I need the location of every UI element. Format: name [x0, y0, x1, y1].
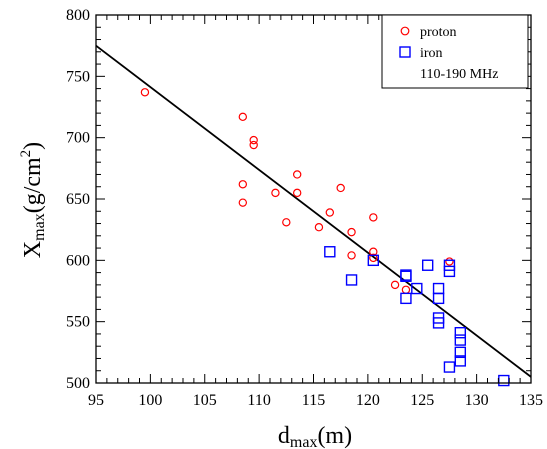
proton-point — [347, 227, 356, 237]
proton-point — [292, 188, 302, 198]
proton-point — [249, 140, 258, 150]
proton-point — [238, 198, 248, 207]
y-label-sup: 2 — [18, 150, 34, 158]
proton-point — [238, 180, 248, 189]
x-tick-label: 130 — [465, 392, 489, 409]
y-tick-label: 800 — [66, 7, 90, 24]
plot-content — [95, 44, 532, 387]
x-tick-label: 110 — [247, 392, 270, 409]
fit-line — [95, 44, 532, 378]
x-tick-label: 135 — [519, 392, 543, 409]
iron-point — [400, 270, 412, 282]
proton-point — [292, 170, 302, 179]
legend-note: 110-190 MHz — [420, 67, 498, 82]
proton-point — [369, 213, 378, 222]
x-label-main: d — [278, 423, 290, 449]
legend-iron-marker — [399, 46, 411, 58]
y-tick-label: 650 — [66, 191, 90, 208]
proton-point — [369, 253, 378, 263]
iron-point — [443, 259, 456, 271]
y-label-main: X — [20, 241, 46, 258]
proton-point — [390, 280, 400, 290]
x-tick-label: 115 — [302, 392, 325, 409]
iron-point — [454, 355, 467, 367]
y-tick-label: 700 — [66, 130, 90, 147]
proton-point — [325, 208, 335, 217]
proton-point — [336, 183, 345, 193]
iron-point — [432, 282, 445, 295]
y-tick-label: 550 — [66, 314, 90, 331]
legend-iron-label: iron — [420, 46, 443, 61]
iron-point — [432, 292, 445, 305]
iron-point — [454, 334, 467, 346]
x-tick-label: 100 — [138, 392, 162, 409]
y-label-unit-pre: (g/cm — [20, 157, 46, 213]
y-tick-label: 600 — [66, 252, 90, 269]
y-tick-label: 750 — [66, 68, 90, 85]
iron-point — [400, 292, 412, 305]
x-tick-label: 125 — [410, 392, 434, 409]
iron-point — [411, 282, 423, 295]
proton-point — [249, 135, 258, 145]
x-label-sub: max — [290, 434, 318, 449]
proton-point — [282, 218, 291, 227]
x-tick-label: 95 — [88, 392, 104, 409]
iron-point — [421, 259, 434, 271]
iron-point — [443, 361, 456, 373]
iron-point — [498, 374, 510, 387]
legend-proton-label: proton — [420, 25, 457, 40]
proton-point — [140, 88, 150, 97]
proton-point — [401, 285, 411, 294]
iron-point — [454, 327, 467, 339]
tick-labels: 95 100 105 110 115 120 125 130 135 500 550 600 650 70… — [66, 7, 543, 409]
y-tick-label: 500 — [66, 375, 90, 392]
iron-point — [367, 254, 380, 267]
iron-point — [345, 274, 358, 286]
axis-ticks — [95, 14, 532, 384]
proton-point — [445, 257, 454, 266]
legend: proton iron 110-190 MHz — [381, 14, 529, 89]
x-tick-label: 120 — [356, 392, 380, 409]
iron-point — [324, 246, 336, 258]
proton-point — [271, 188, 280, 198]
x-tick-label: 105 — [193, 392, 217, 409]
x-axis-label: dmax(m) — [278, 423, 352, 449]
y-label-sub: max — [31, 213, 48, 241]
proton-point — [347, 251, 356, 260]
y-axis-label: Xmax(g/cm2) — [18, 142, 48, 258]
proton-point — [314, 223, 324, 232]
iron-point — [454, 346, 467, 359]
iron-point — [443, 265, 456, 278]
iron-point — [432, 317, 445, 329]
x-label-unit: (m) — [317, 423, 352, 449]
legend-proton-marker — [400, 26, 410, 36]
proton-point — [238, 112, 248, 122]
y-label-unit-post: ) — [20, 142, 46, 150]
